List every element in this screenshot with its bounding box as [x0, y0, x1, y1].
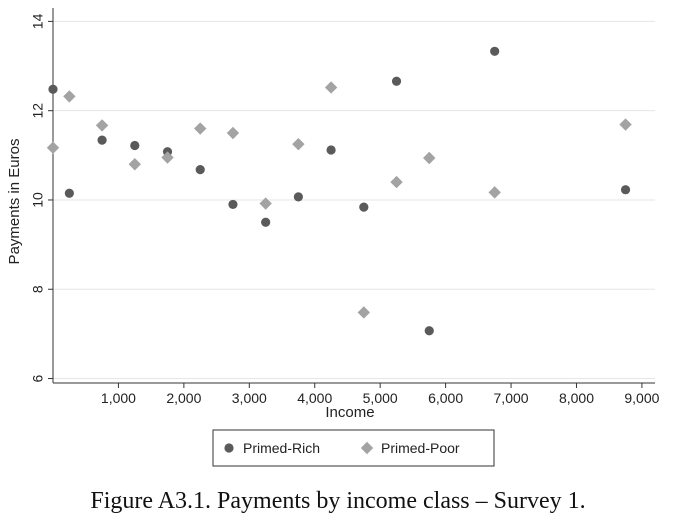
data-point-primed-poor — [63, 90, 76, 103]
figure-caption: Figure A3.1. Payments by income class – … — [90, 488, 586, 514]
legend-label-primed-rich: Primed-Rich — [243, 440, 320, 456]
data-point-primed-poor — [226, 126, 240, 140]
data-point-primed-rich — [620, 185, 631, 195]
data-point-primed-poor — [95, 119, 109, 132]
x-tick-label: 7,000 — [494, 390, 529, 406]
data-point-primed-poor — [357, 306, 371, 319]
x-tick-label: 3,000 — [232, 390, 267, 406]
data-point-primed-poor — [292, 137, 305, 151]
data-point-primed-poor — [259, 197, 272, 210]
x-tick-label: 8,000 — [559, 390, 594, 406]
y-tick-label: 6 — [30, 374, 46, 382]
data-point-primed-rich — [261, 217, 271, 227]
data-point-primed-poor — [324, 81, 338, 94]
data-point-primed-rich — [130, 140, 140, 151]
x-tick-label: 5,000 — [363, 390, 398, 406]
data-point-primed-rich — [48, 84, 58, 94]
x-tick-label: 4,000 — [297, 390, 332, 406]
x-axis-title: Income — [325, 404, 374, 421]
scatter-chart: 6 8 10 12 14 1,000 2,000 3,000 4,000 5,000 6,000 7,… — [6, 8, 660, 467]
data-point-primed-rich — [195, 165, 205, 175]
data-point-primed-rich — [293, 192, 303, 202]
plot-area — [53, 8, 655, 383]
data-point-primed-poor — [619, 118, 632, 131]
legend-box — [212, 429, 495, 467]
data-point-primed-poor — [423, 151, 436, 165]
data-point-primed-rich — [424, 326, 434, 336]
data-point-primed-poor — [161, 151, 174, 164]
data-point-primed-poor — [128, 158, 141, 171]
x-tick-label: 2,000 — [166, 390, 201, 406]
data-point-primed-rich — [359, 202, 369, 212]
legend-marker-primed-rich — [224, 443, 234, 453]
data-point-primed-rich — [64, 188, 74, 198]
y-axis-title: Payments in Euros — [6, 139, 23, 265]
data-point-primed-poor — [46, 141, 60, 154]
y-tick-label: 10 — [30, 192, 46, 208]
y-tick-label: 12 — [30, 103, 46, 119]
y-tick-label: 14 — [30, 13, 46, 29]
data-point-primed-rich — [97, 135, 107, 145]
data-point-primed-poor — [488, 186, 501, 199]
data-point-primed-rich — [228, 199, 238, 210]
x-tick-label: 1,000 — [101, 390, 136, 406]
data-point-primed-rich — [490, 46, 500, 56]
data-point-primed-poor — [390, 175, 403, 189]
legend-label-primed-poor: Primed-Poor — [381, 440, 460, 456]
legend-marker-primed-poor — [360, 441, 374, 455]
data-point-primed-poor — [194, 122, 207, 135]
data-point-primed-rich — [326, 145, 336, 155]
x-tick-label: 9,000 — [624, 390, 659, 406]
x-tick-label: 6,000 — [428, 390, 463, 406]
y-tick-label: 8 — [30, 285, 46, 293]
data-point-primed-rich — [391, 76, 402, 86]
